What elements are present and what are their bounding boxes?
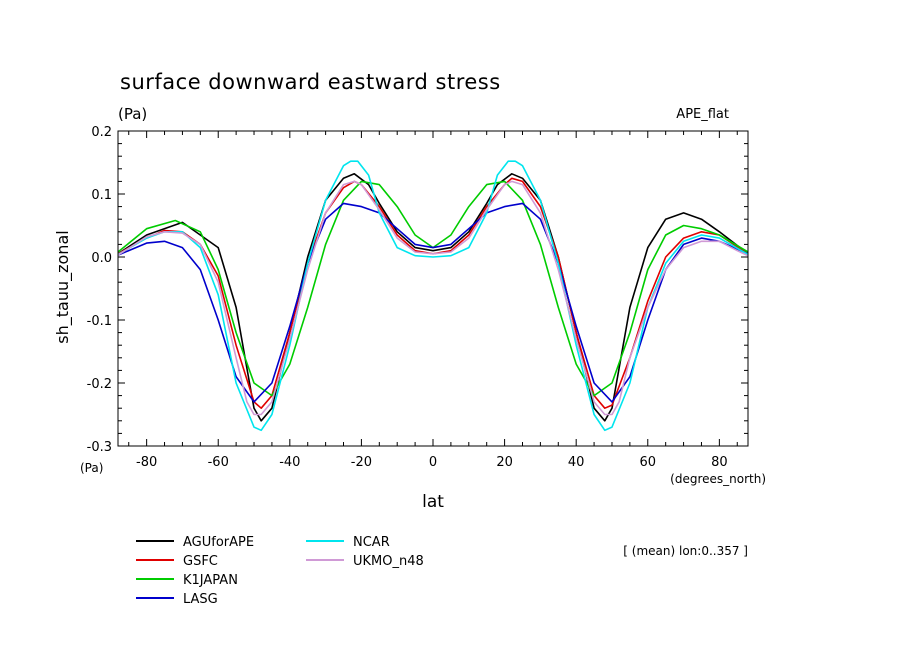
mean-note: [ (mean) lon:0..357 ] [623, 544, 748, 558]
y-tick-label: 0.2 [91, 125, 112, 140]
legend-label-2: K1JAPAN [183, 573, 238, 588]
legend-label-3: LASG [183, 592, 218, 607]
y-axis-unit-label: (Pa) [80, 461, 103, 475]
x-axis-label: lat [422, 492, 444, 512]
units-label: (Pa) [118, 105, 147, 123]
x-tick-label: -20 [351, 455, 372, 470]
y-tick-label: 0.1 [91, 188, 112, 203]
legend: AGUforAPE GSFC K1JAPAN LASG NCAR UKMO_n48 [136, 535, 424, 607]
series-line-3 [117, 202, 749, 403]
series-line-4 [117, 160, 749, 432]
chart-title: surface downward eastward stress [120, 70, 501, 94]
series-line-5 [117, 180, 749, 416]
y-tick-label: -0.1 [87, 314, 112, 329]
dataset-label: APE_flat [676, 107, 729, 122]
x-tick-label: 80 [711, 455, 728, 470]
ticks-layer: -80 -60 -40 -20 0 20 40 60 80 -0.3 -0.2 -0.1 0.0 0.1 0… [87, 125, 748, 470]
x-tick-label: 0 [429, 455, 437, 470]
series-layer [117, 160, 749, 432]
x-tick-label: -60 [208, 455, 229, 470]
y-tick-label: 0.0 [91, 251, 112, 266]
legend-label-4: NCAR [353, 535, 390, 550]
x-tick-label: 20 [496, 455, 513, 470]
y-axis-label: sh_tauu_zonal [53, 230, 73, 343]
x-axis-unit-label: (degrees_north) [670, 472, 766, 486]
x-tick-label: 60 [639, 455, 656, 470]
y-tick-label: -0.3 [87, 440, 112, 455]
legend-label-5: UKMO_n48 [353, 554, 424, 569]
series-line-0 [117, 173, 749, 422]
y-tick-label: -0.2 [87, 377, 112, 392]
series-line-2 [117, 180, 749, 397]
x-tick-label: 40 [568, 455, 585, 470]
x-tick-label: -80 [136, 455, 157, 470]
legend-label-0: AGUforAPE [183, 535, 254, 550]
legend-label-1: GSFC [183, 554, 218, 569]
x-tick-label: -40 [279, 455, 300, 470]
